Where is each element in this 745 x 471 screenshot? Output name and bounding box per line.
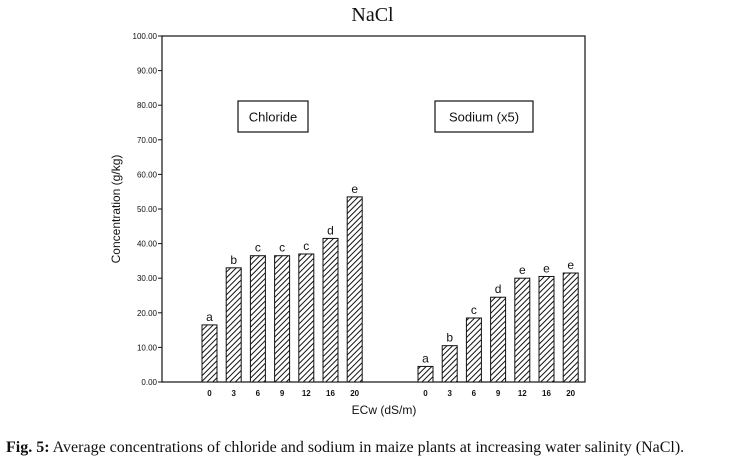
group-label: Sodium (x5) [449, 110, 519, 125]
bar [225, 267, 242, 383]
x-tick-label: 12 [302, 389, 311, 398]
significance-letter: d [495, 282, 502, 296]
x-tick-label: 12 [518, 389, 527, 398]
x-tick-label: 20 [350, 389, 359, 398]
y-tick-label: 60.00 [137, 170, 158, 179]
y-tick-label: 50.00 [137, 205, 158, 214]
significance-letter: c [255, 241, 261, 255]
significance-letter: e [519, 263, 526, 277]
significance-letter: a [206, 310, 213, 324]
y-tick-label: 30.00 [137, 274, 158, 283]
bar [201, 324, 218, 383]
significance-letter: c [303, 239, 309, 253]
significance-letter: e [543, 261, 550, 275]
x-tick-label: 0 [207, 389, 212, 398]
x-tick-label: 0 [423, 389, 428, 398]
bar [490, 296, 507, 383]
y-tick-label: 80.00 [137, 101, 158, 110]
x-tick-label: 3 [447, 389, 452, 398]
labels: a 0 b 3 c 6 c 9 c 12 d 16 e 20 Chloride a 0 b 3 c 6 d 9 e 12 e 16 e… [206, 100, 576, 398]
caption-label: Fig. 5: [6, 439, 50, 456]
y-axis-label: Concentration (g/kg) [109, 155, 123, 264]
y-tick-label: 10.00 [137, 343, 158, 352]
x-tick-label: 6 [472, 389, 477, 398]
bar [441, 345, 458, 383]
bar [514, 277, 531, 383]
significance-letter: e [351, 182, 358, 196]
significance-letter: e [567, 258, 574, 272]
x-tick-label: 9 [496, 389, 501, 398]
x-axis-label: ECw (dS/m) [352, 403, 417, 417]
bars [201, 196, 579, 383]
x-tick-label: 6 [256, 389, 261, 398]
y-tick-label: 0.00 [141, 378, 157, 387]
y-tick-label: 90.00 [137, 67, 158, 76]
significance-letter: c [279, 241, 285, 255]
bar [562, 272, 579, 383]
group-label-box [237, 100, 309, 133]
bar [322, 237, 339, 383]
bar [538, 275, 555, 383]
bar [298, 253, 315, 383]
significance-letter: b [446, 331, 453, 345]
group-label-box [434, 100, 534, 133]
x-tick-label: 3 [231, 389, 236, 398]
y-tick-label: 70.00 [137, 136, 158, 145]
x-tick-label: 16 [542, 389, 551, 398]
caption-text: Average concentrations of chloride and s… [52, 439, 685, 456]
significance-letter: b [230, 253, 237, 267]
bar [274, 255, 291, 383]
y-tick-label: 20.00 [137, 309, 158, 318]
bar [346, 196, 363, 383]
bar [465, 317, 482, 383]
significance-letter: d [327, 223, 334, 237]
x-tick-label: 9 [280, 389, 285, 398]
significance-letter: c [471, 303, 477, 317]
y-tick-label: 40.00 [137, 240, 158, 249]
significance-letter: a [422, 351, 429, 365]
y-tick-label: 100.00 [133, 32, 158, 41]
x-tick-label: 20 [566, 389, 575, 398]
bar [249, 255, 266, 383]
bar [417, 365, 434, 383]
chart-title: NaCl [351, 4, 394, 26]
x-tick-label: 16 [326, 389, 335, 398]
axes: 0.00 10.00 20.00 30.00 40.00 50.00 60.00 70.00 8… [109, 32, 586, 417]
figure-caption: Fig. 5: Average concentrations of chlori… [6, 439, 741, 457]
group-label: Chloride [249, 110, 297, 125]
